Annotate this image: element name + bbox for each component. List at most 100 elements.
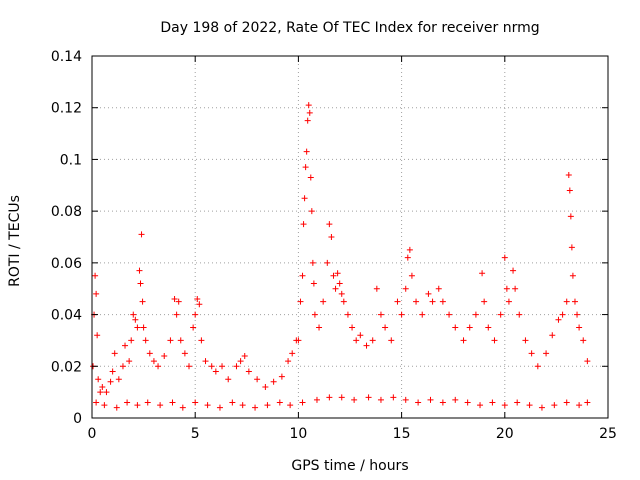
data-point xyxy=(93,290,100,297)
x-axis-label: GPS time / hours xyxy=(291,458,408,474)
data-point xyxy=(146,350,153,357)
data-point xyxy=(169,399,176,406)
data-point xyxy=(111,350,118,357)
data-point xyxy=(177,337,184,344)
data-point xyxy=(501,402,508,409)
data-point xyxy=(303,148,310,155)
data-point xyxy=(549,332,556,339)
data-point xyxy=(326,394,333,401)
data-point xyxy=(565,171,572,178)
data-point xyxy=(326,221,333,228)
data-point xyxy=(481,298,488,305)
data-point xyxy=(330,272,337,279)
data-point xyxy=(344,311,351,318)
data-point xyxy=(95,376,102,383)
data-point xyxy=(310,280,317,287)
data-point xyxy=(340,298,347,305)
data-point xyxy=(332,285,339,292)
data-points xyxy=(90,102,591,411)
data-point xyxy=(351,396,358,403)
data-point xyxy=(264,402,271,409)
data-point xyxy=(489,399,496,406)
data-point xyxy=(252,404,259,411)
y-tick-label: 0.06 xyxy=(51,256,82,272)
data-point xyxy=(574,311,581,318)
y-axis-ticks: 0 0.02 0.04 0.06 0.08 0.1 0.12 0.14 xyxy=(51,49,608,427)
data-point xyxy=(328,234,335,240)
data-point xyxy=(245,368,252,375)
data-point xyxy=(365,394,372,401)
data-point xyxy=(237,358,244,365)
data-point xyxy=(563,298,570,305)
data-point xyxy=(99,383,106,390)
data-point xyxy=(406,246,413,253)
data-point xyxy=(115,376,122,383)
data-point xyxy=(419,311,426,318)
x-tick-label: 25 xyxy=(599,426,617,442)
data-point xyxy=(452,324,459,331)
data-point xyxy=(497,311,504,318)
data-point xyxy=(336,280,343,287)
data-point xyxy=(132,316,139,323)
data-point xyxy=(186,363,193,370)
data-point xyxy=(429,298,436,305)
data-point xyxy=(94,332,101,339)
data-point xyxy=(93,399,100,406)
data-point xyxy=(295,337,302,344)
data-point xyxy=(534,363,541,370)
data-point xyxy=(491,337,498,344)
data-point xyxy=(446,311,453,318)
data-point xyxy=(576,402,583,409)
data-point xyxy=(289,350,296,357)
data-point xyxy=(101,402,108,409)
data-point xyxy=(363,342,370,349)
data-point xyxy=(194,296,201,303)
y-tick-label: 0.14 xyxy=(51,49,82,65)
data-point xyxy=(503,285,510,292)
data-point xyxy=(276,399,283,406)
data-point xyxy=(307,174,314,181)
data-point xyxy=(512,285,519,292)
data-point xyxy=(543,350,550,357)
data-point xyxy=(408,272,415,279)
data-point xyxy=(514,399,521,406)
data-point xyxy=(216,404,223,411)
data-point xyxy=(466,324,473,331)
data-point xyxy=(124,399,131,406)
data-point xyxy=(464,399,471,406)
data-point xyxy=(113,404,120,411)
data-point xyxy=(241,352,248,359)
y-tick-label: 0.12 xyxy=(51,101,82,117)
data-point xyxy=(522,337,529,344)
data-point xyxy=(427,396,434,403)
data-point xyxy=(270,378,277,385)
data-point xyxy=(311,311,318,318)
data-point xyxy=(571,298,578,305)
data-point xyxy=(202,358,209,365)
data-point xyxy=(225,376,232,383)
data-point xyxy=(173,311,180,318)
data-point xyxy=(338,394,345,401)
data-point xyxy=(122,342,129,349)
data-point xyxy=(103,389,110,396)
y-tick-label: 0.02 xyxy=(51,359,82,375)
data-point xyxy=(142,337,149,344)
x-axis-ticks: 0 5 10 15 20 25 xyxy=(88,56,617,442)
data-point xyxy=(92,272,99,279)
data-point xyxy=(472,311,479,318)
data-point xyxy=(555,316,562,323)
data-point xyxy=(382,324,389,331)
data-point xyxy=(377,396,384,403)
y-tick-label: 0 xyxy=(73,411,82,427)
data-point xyxy=(139,298,146,305)
y-tick-label: 0.04 xyxy=(51,308,82,324)
data-point xyxy=(109,368,116,375)
data-point xyxy=(305,102,312,109)
data-point xyxy=(373,285,380,292)
data-point xyxy=(479,270,486,277)
data-point xyxy=(435,285,442,292)
data-point xyxy=(516,311,523,318)
data-point xyxy=(377,311,384,318)
data-point xyxy=(559,311,566,318)
y-tick-label: 0.1 xyxy=(60,152,82,168)
